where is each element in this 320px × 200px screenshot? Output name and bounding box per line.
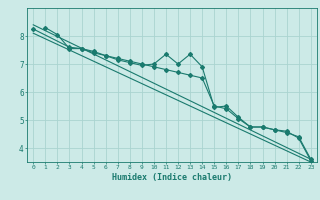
X-axis label: Humidex (Indice chaleur): Humidex (Indice chaleur) bbox=[112, 173, 232, 182]
